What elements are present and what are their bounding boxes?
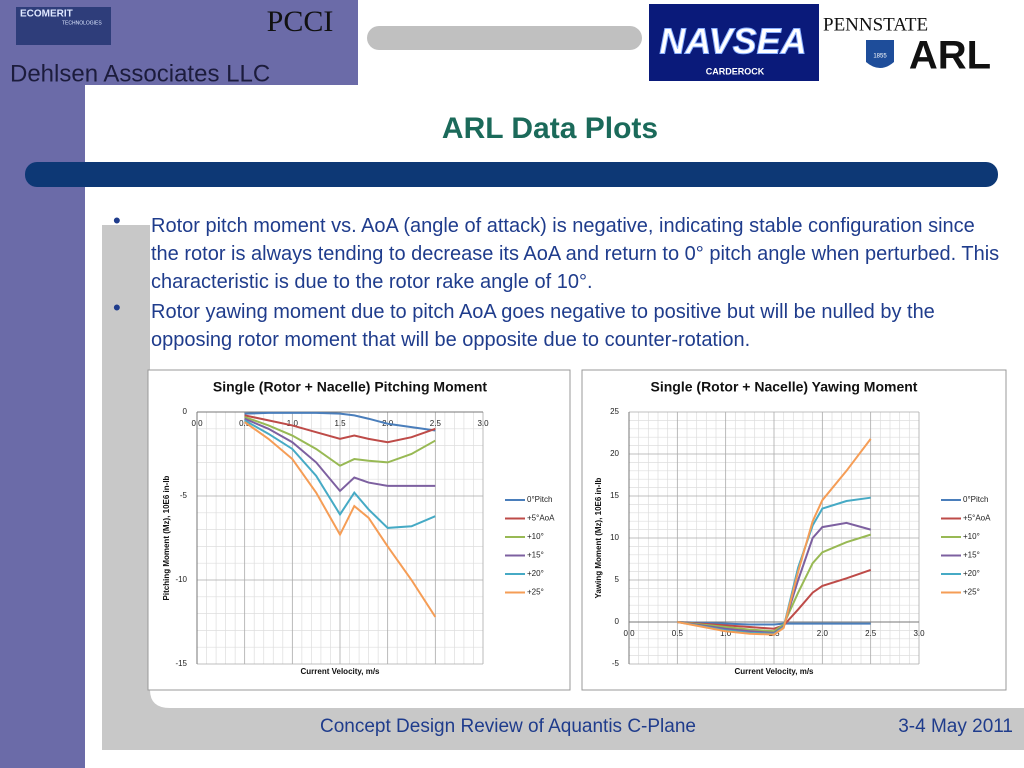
legend-label: +5°AoA [527,514,555,523]
series-line [244,411,436,432]
legend-label: 0°Pitch [527,495,552,504]
title-bar [25,162,998,187]
series-line [677,568,871,630]
chart-frame [581,369,1007,691]
series-line [677,533,871,633]
y-tick-label: 15 [610,491,619,500]
y-tick-label: 10 [610,533,619,542]
chart-title: Single (Rotor + Nacelle) Pitching Moment [213,379,488,395]
header-pill [367,26,642,50]
x-axis-label: Current Velocity, m/s [301,667,381,676]
logo-text: 1855 [873,54,887,60]
x-tick-label: 1.0 [720,629,732,638]
legend-label: +10° [527,532,544,541]
navsea-logo [649,4,819,81]
x-tick-label: 3.0 [477,419,489,428]
x-tick-label: 2.5 [865,629,877,638]
x-tick-label: 0.5 [239,419,251,428]
series-line [244,414,436,444]
legend-label: +10° [963,532,980,541]
y-tick-label: 0 [615,617,620,626]
bullet-text: Rotor yawing moment due to pitch AoA goe… [151,301,935,351]
logo-text: ARL [909,34,991,78]
series-line [677,438,872,636]
y-tick-label: -5 [612,659,620,668]
legend-label: +25° [527,588,544,597]
legend-label: +5°AoA [963,514,991,523]
slide-title: ARL Data Plots [442,112,658,145]
y-tick-label: 20 [610,449,619,458]
y-tick-label: 5 [615,575,620,584]
logo-text: CARDEROCK [706,66,765,76]
series-line [244,416,436,467]
ecomerit-logo [16,7,111,45]
company: Dehlsen Associates LLC [10,60,270,87]
x-tick-label: 2.0 [817,629,829,638]
bullet-text: Rotor pitch moment vs. AoA (angle of att… [151,215,1000,293]
footer: Concept Design Review of Aquantis C-Plan… [320,716,696,737]
legend-label: +15° [527,551,544,560]
legend-label: 0°Pitch [963,495,988,504]
chart-title: Single (Rotor + Nacelle) Yawing Moment [651,379,918,395]
series-line [677,621,871,626]
x-tick-label: 1.0 [287,419,299,428]
legend-label: +20° [527,569,544,578]
logo-text: PENNSTATE [823,14,928,35]
y-axis-label: Pitching Moment (Mz), 10E6 in-lb [162,475,171,600]
x-tick-label: 1.5 [334,419,346,428]
y-tick-label: -10 [175,575,187,584]
series-line [244,417,436,493]
logo-text: NAVSEA [659,21,806,62]
shield [866,40,894,68]
y-tick-label: -5 [180,491,188,500]
x-tick-label: 2.5 [430,419,442,428]
y-axis-label: Yawing Moment (Mz), 10E6 in-lb [594,477,603,598]
bullet: • [113,295,121,320]
logo-text: TECHNOLOGIES [62,20,102,26]
x-axis-label: Current Velocity, m/s [735,667,815,676]
logo-text: PCCI [267,5,334,38]
legend-label: +15° [963,551,980,560]
legend-label: +20° [963,569,980,578]
bullet: • [113,208,121,233]
y-tick-label: -15 [175,659,187,668]
footer: 3-4 May 2011 [898,716,1013,737]
x-tick-label: 3.0 [913,629,925,638]
y-tick-label: 0 [183,407,188,416]
y-tick-label: 25 [610,407,619,416]
legend-label: +25° [963,588,980,597]
x-tick-label: 0.5 [672,629,684,638]
series-line [244,419,436,529]
left-band [0,0,85,768]
logo-text: ECOMERIT [20,9,73,20]
series-line [244,421,437,618]
